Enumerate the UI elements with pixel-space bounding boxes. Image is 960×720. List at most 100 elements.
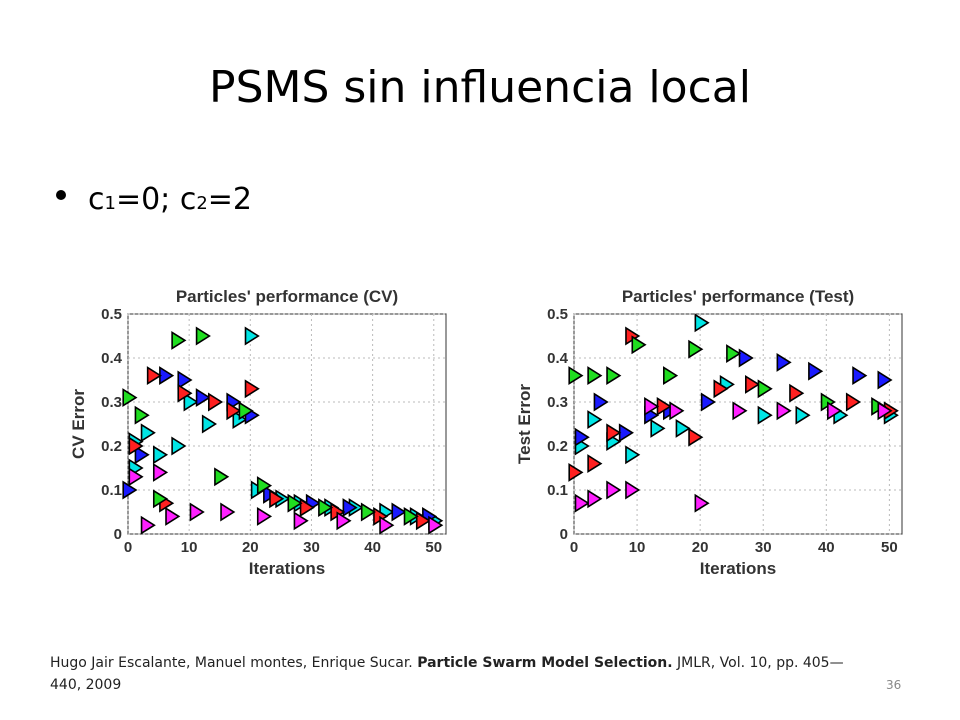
data-point-red bbox=[789, 383, 805, 403]
data-point-blue bbox=[122, 480, 138, 500]
y-tick-label: 0.1 bbox=[547, 482, 568, 499]
data-point-cyan bbox=[675, 418, 691, 438]
data-point-blue bbox=[134, 445, 150, 465]
x-tick-label: 50 bbox=[425, 539, 442, 556]
data-point-red bbox=[568, 462, 584, 482]
chart-title: Particles' performance (CV) bbox=[176, 287, 398, 306]
bullet-sub-1: 1 bbox=[104, 193, 116, 214]
data-point-magenta bbox=[776, 401, 792, 421]
bullet-text-mid: =0; c bbox=[115, 182, 197, 217]
y-tick-label: 0.2 bbox=[101, 438, 122, 455]
data-point-green bbox=[171, 330, 187, 350]
data-point-red bbox=[128, 436, 144, 456]
data-point-red bbox=[226, 401, 242, 421]
data-point-green bbox=[318, 498, 334, 518]
data-point-cyan bbox=[201, 414, 218, 434]
citation-journal: JMLR, Vol. 10, pp. 405—440, 2009 bbox=[50, 655, 844, 693]
data-point-magenta bbox=[165, 506, 181, 526]
bullet-item: c 1 =0; c 2 =2 bbox=[56, 182, 252, 217]
data-point-green bbox=[568, 366, 584, 386]
data-point-red bbox=[713, 379, 729, 399]
x-tick-label: 20 bbox=[692, 539, 709, 556]
y-tick-label: 0 bbox=[560, 526, 568, 543]
data-point-green bbox=[238, 401, 254, 421]
x-axis-label: Iterations bbox=[249, 559, 326, 578]
data-point-green bbox=[214, 467, 230, 487]
cv-performance-chart: Particles' performance (CV) 0 10 20 30 40 50 0 0… bbox=[70, 287, 447, 578]
data-point-cyan bbox=[694, 313, 710, 333]
y-tick-label: 0.5 bbox=[547, 306, 568, 323]
data-point-green bbox=[606, 366, 622, 386]
data-point-cyan bbox=[757, 405, 773, 425]
data-point-red bbox=[415, 511, 432, 531]
data-point-green bbox=[631, 335, 647, 355]
x-tick-label: 40 bbox=[818, 539, 835, 556]
citation: Hugo Jair Escalante, Manuel montes, Enri… bbox=[50, 652, 870, 696]
data-point-magenta bbox=[625, 480, 641, 500]
data-point-blue bbox=[877, 370, 893, 390]
data-point-red bbox=[208, 392, 224, 412]
bullet-dot-icon bbox=[56, 190, 66, 200]
data-point-blue bbox=[738, 348, 754, 368]
data-point-blue bbox=[342, 498, 358, 518]
data-point-blue bbox=[391, 502, 407, 522]
data-point-magenta bbox=[606, 480, 622, 500]
y-axis-label: Test Error bbox=[516, 384, 534, 464]
data-point-green bbox=[757, 379, 773, 399]
data-point-cyan bbox=[625, 445, 641, 465]
data-point-green bbox=[287, 493, 303, 513]
plot-area bbox=[573, 313, 903, 535]
data-point-blue bbox=[593, 392, 609, 412]
data-point-blue bbox=[574, 427, 590, 447]
data-point-magenta bbox=[428, 515, 444, 535]
chart-title: Particles' performance (Test) bbox=[622, 287, 854, 306]
bullet-text-end: =2 bbox=[207, 182, 253, 217]
data-point-green bbox=[688, 339, 704, 359]
y-tick-label: 0.3 bbox=[547, 394, 568, 411]
data-point-blue bbox=[177, 370, 193, 390]
data-point-cyan bbox=[183, 392, 199, 412]
data-point-red bbox=[269, 489, 285, 509]
x-tick-label: 20 bbox=[242, 539, 259, 556]
bullet-sub-2: 2 bbox=[196, 193, 208, 214]
y-tick-label: 0.5 bbox=[101, 306, 122, 323]
x-axis-label: Iterations bbox=[700, 559, 777, 578]
y-axis-label: CV Error bbox=[70, 389, 88, 459]
citation-authors: Hugo Jair Escalante, Manuel montes, Enri… bbox=[50, 655, 418, 671]
data-point-magenta bbox=[379, 515, 395, 535]
x-tick-label: 10 bbox=[181, 539, 198, 556]
data-point-magenta bbox=[877, 401, 893, 421]
data-point-magenta bbox=[140, 515, 156, 535]
data-point-cyan bbox=[140, 423, 156, 443]
data-point-cyan bbox=[244, 326, 260, 346]
data-point-magenta bbox=[256, 506, 273, 526]
y-tick-label: 0.3 bbox=[101, 394, 122, 411]
data-point-green bbox=[122, 388, 138, 408]
data-point-red bbox=[146, 366, 162, 386]
data-point-green bbox=[195, 326, 211, 346]
data-point-red bbox=[587, 454, 603, 474]
data-point-red bbox=[177, 383, 193, 403]
x-tick-label: 30 bbox=[303, 539, 320, 556]
data-point-magenta bbox=[220, 502, 236, 522]
x-tick-label: 10 bbox=[629, 539, 646, 556]
data-point-magenta bbox=[574, 493, 590, 513]
data-point-green bbox=[256, 476, 273, 496]
data-point-blue bbox=[852, 366, 868, 386]
data-point-green bbox=[134, 405, 150, 425]
data-point-red bbox=[299, 498, 315, 518]
data-point-green bbox=[152, 489, 169, 509]
data-point-cyan bbox=[795, 405, 811, 425]
data-point-cyan bbox=[171, 436, 187, 456]
data-point-cyan bbox=[650, 418, 666, 438]
slide-title: PSMS sin influencia local bbox=[209, 62, 751, 113]
data-point-red bbox=[688, 427, 704, 447]
data-point-green bbox=[726, 344, 742, 364]
data-point-green bbox=[360, 502, 377, 522]
data-point-red bbox=[745, 374, 761, 394]
y-tick-label: 0.2 bbox=[547, 438, 568, 455]
data-point-green bbox=[587, 366, 603, 386]
data-point-magenta bbox=[644, 396, 660, 416]
x-tick-label: 40 bbox=[364, 539, 381, 556]
data-point-blue bbox=[195, 388, 211, 408]
